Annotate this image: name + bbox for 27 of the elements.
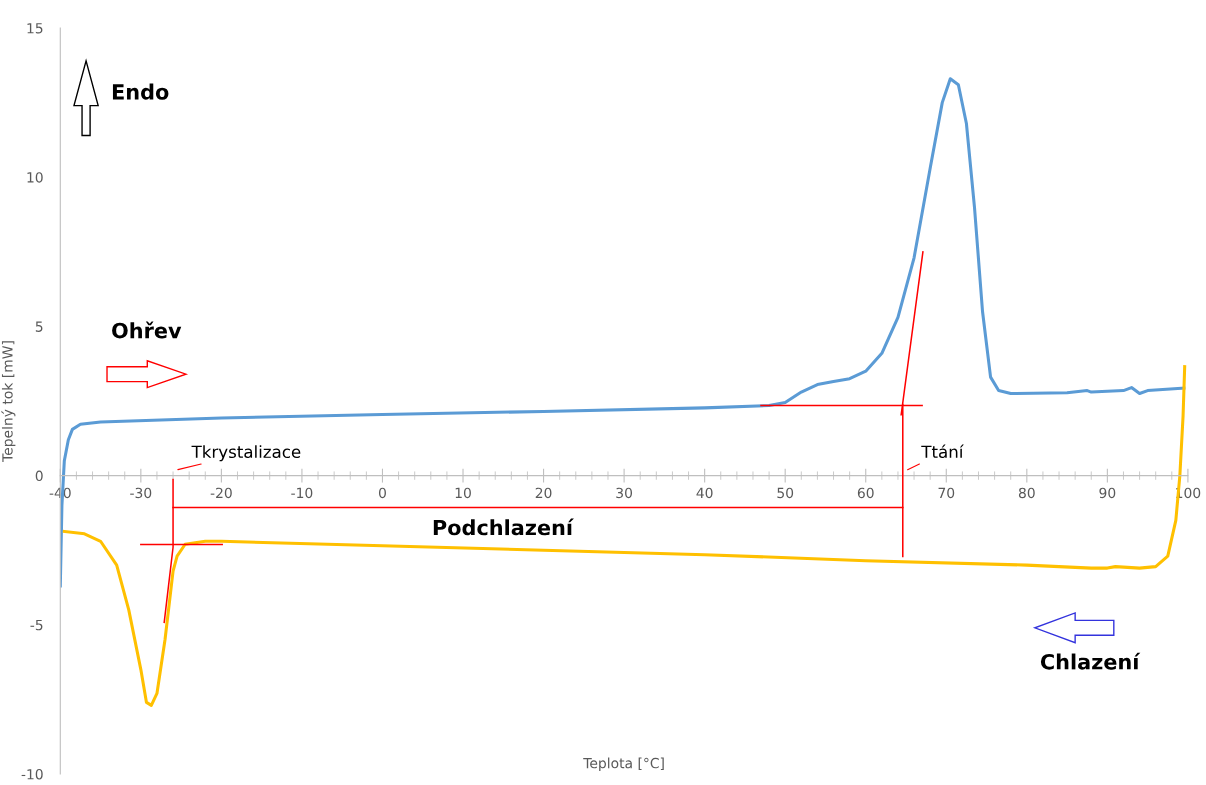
annotation: Ohřev [112, 321, 182, 339]
x-tick-label: 80 [1018, 487, 1035, 499]
x-axis-title: Teplota [°C] [583, 757, 664, 772]
y-tick-label: 0 [35, 470, 43, 482]
x-tick-label: 70 [938, 487, 955, 499]
x-tick-label: -10 [291, 487, 313, 499]
y-tick-label: 15 [27, 23, 43, 34]
annotation: Chlazení [1040, 652, 1141, 670]
x-tick-label: 50 [777, 487, 794, 499]
y-tick-label: 10 [27, 172, 43, 183]
x-tick-label: 20 [535, 487, 552, 499]
y-axis-title: Tepelný tok [mW] [1, 341, 16, 462]
x-tick-label: -30 [130, 487, 152, 499]
x-tick-label: 0 [378, 487, 386, 499]
x-tick-label: -20 [210, 487, 232, 499]
x-tick-label: 30 [616, 487, 633, 499]
annotation: Endo [112, 83, 169, 100]
annotation: Tkrystalizace [191, 445, 301, 462]
y-tick-label: -5 [30, 619, 43, 631]
annotation: Ttání [921, 444, 964, 459]
y-tick-label: 5 [35, 321, 43, 332]
annotation: Podchlazení [433, 518, 574, 536]
y-tick-label: -10 [21, 768, 43, 780]
x-tick-label: 90 [1099, 487, 1116, 499]
x-tick-label: 10 [455, 487, 471, 499]
x-tick-label: 60 [857, 487, 874, 499]
x-tick-label: 40 [696, 487, 713, 499]
